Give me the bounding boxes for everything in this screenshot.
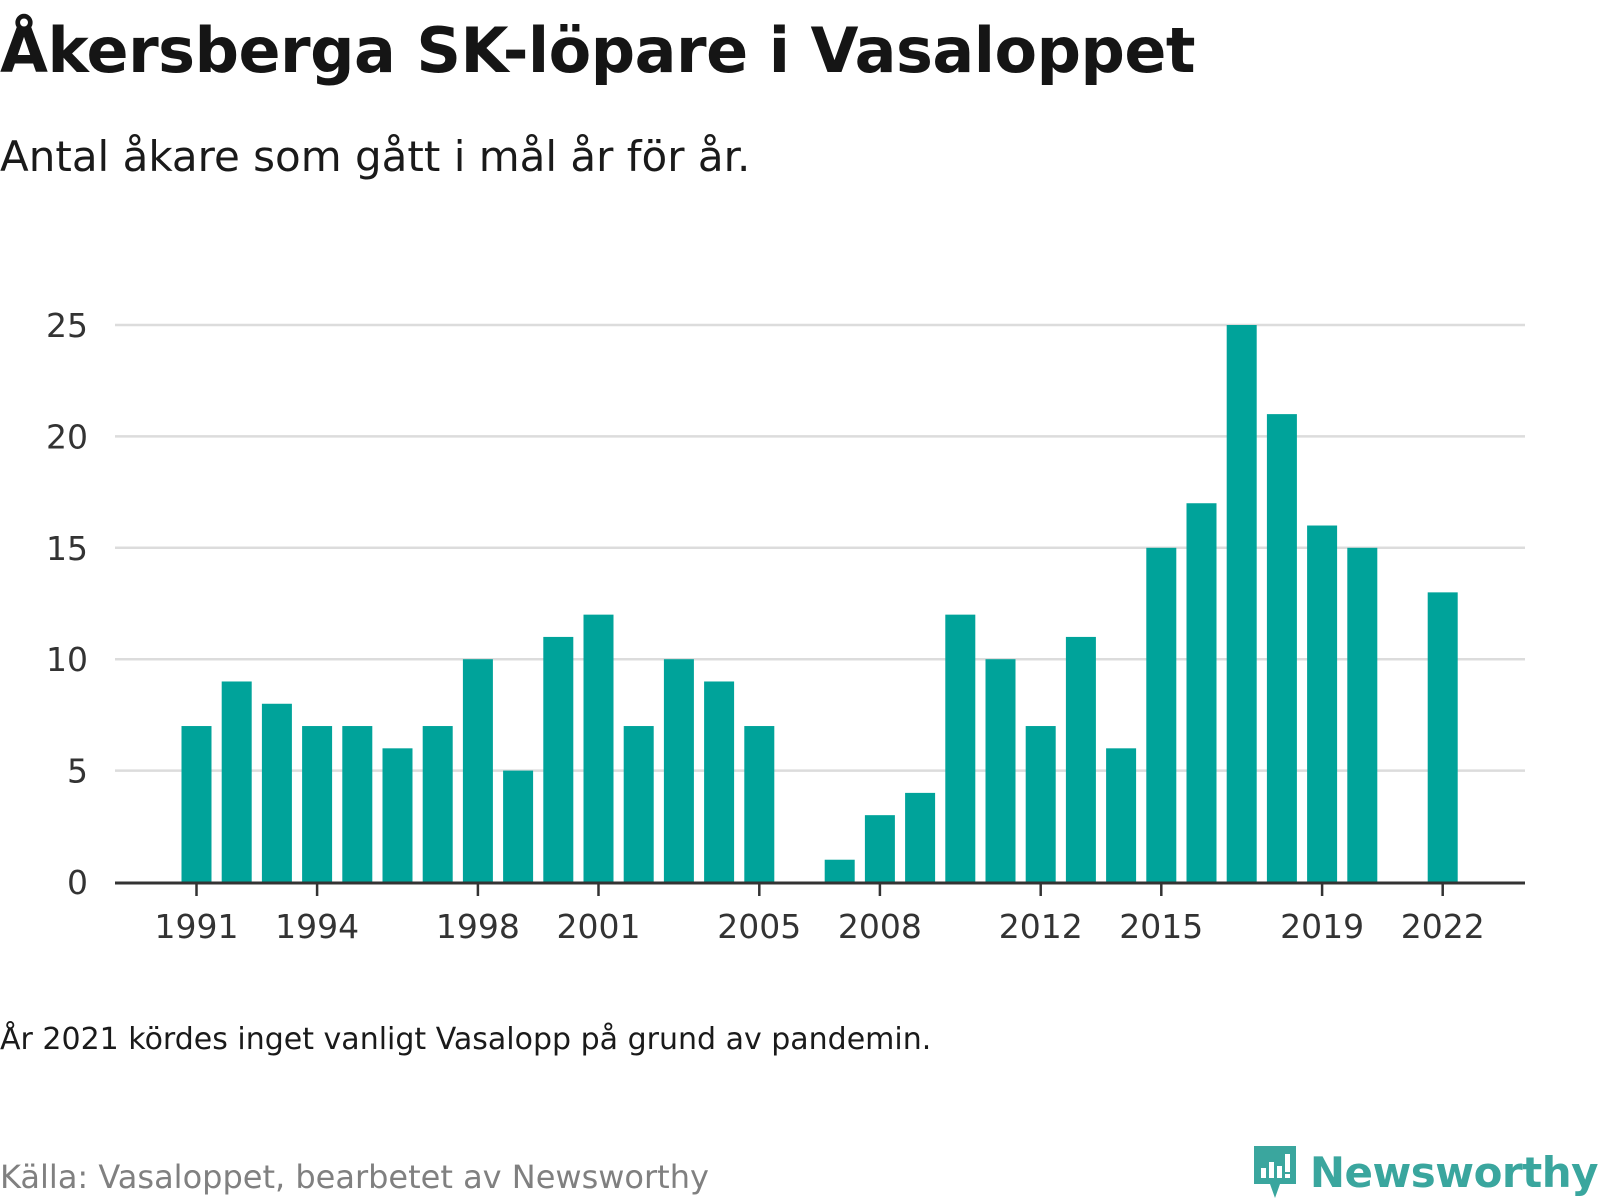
x-tick-label-2015: 2015 bbox=[1119, 907, 1203, 946]
x-tick-label-2001: 2001 bbox=[557, 907, 641, 946]
bar-2011 bbox=[985, 659, 1016, 882]
newsworthy-logo-icon bbox=[1253, 1146, 1296, 1198]
y-tick-label-15: 15 bbox=[46, 529, 88, 568]
x-tick-label-2022: 2022 bbox=[1401, 907, 1485, 946]
y-axis-ticks: 0 5 10 15 20 25 bbox=[46, 306, 88, 902]
y-tick-label-5: 5 bbox=[67, 752, 88, 791]
bar-2001 bbox=[583, 614, 614, 882]
bar-2002 bbox=[623, 726, 654, 882]
bar-2020 bbox=[1347, 547, 1378, 882]
y-tick-label-20: 20 bbox=[46, 417, 88, 456]
bar-2018 bbox=[1266, 414, 1297, 882]
bar-1999 bbox=[503, 770, 534, 882]
x-tick-label-1998: 1998 bbox=[436, 907, 520, 946]
x-tick-label-1994: 1994 bbox=[275, 907, 359, 946]
brand-name: Newsworthy bbox=[1309, 1147, 1599, 1197]
bar-1998 bbox=[462, 659, 493, 882]
x-tick-label-2012: 2012 bbox=[999, 907, 1083, 946]
bar-2003 bbox=[663, 659, 694, 882]
bar-1995 bbox=[342, 726, 373, 882]
x-tick-label-2008: 2008 bbox=[838, 907, 922, 946]
footnote: År 2021 kördes inget vanligt Vasalopp på… bbox=[0, 1022, 932, 1057]
y-tick-label-10: 10 bbox=[46, 640, 88, 679]
chart-title: Åkersberga SK-löpare i Vasaloppet bbox=[0, 14, 1196, 87]
bar-2004 bbox=[704, 681, 735, 882]
bar-2019 bbox=[1307, 525, 1338, 882]
bar-2012 bbox=[1025, 726, 1056, 882]
bar-2008 bbox=[864, 815, 895, 882]
bar-1994 bbox=[302, 726, 333, 882]
bar-1996 bbox=[382, 748, 413, 882]
bar-2005 bbox=[744, 726, 775, 882]
bar-1993 bbox=[261, 703, 292, 882]
bar-1997 bbox=[422, 726, 453, 882]
chart-subtitle: Antal åkare som gått i mål år för år. bbox=[0, 132, 751, 181]
bar-2010 bbox=[945, 614, 976, 882]
y-tick-label-0: 0 bbox=[67, 863, 88, 902]
brand-logo: Newsworthy bbox=[1250, 1142, 1599, 1202]
bar-2022 bbox=[1427, 592, 1458, 882]
bar-2000 bbox=[543, 636, 574, 882]
bar-chart: 0 5 10 15 20 25 1991 1994 1998 2001 2005 2008 2012 2… bbox=[46, 306, 1525, 946]
bar-2009 bbox=[905, 792, 936, 882]
source-credit: Källa: Vasaloppet, bearbetet av Newswort… bbox=[0, 1158, 709, 1196]
bar-2017 bbox=[1226, 325, 1257, 882]
bar-1991 bbox=[181, 726, 212, 882]
bar-2007 bbox=[824, 859, 855, 882]
bar-2016 bbox=[1186, 503, 1217, 882]
x-axis-ticks: 1991 1994 1998 2001 2005 2008 2012 2015 2019 2022 bbox=[155, 884, 1485, 946]
x-tick-label-1991: 1991 bbox=[155, 907, 239, 946]
x-tick-label-2019: 2019 bbox=[1280, 907, 1364, 946]
bar-2014 bbox=[1106, 748, 1137, 882]
bar-2015 bbox=[1146, 547, 1177, 882]
bar-2013 bbox=[1065, 636, 1096, 882]
bar-1992 bbox=[221, 681, 252, 882]
bars bbox=[181, 325, 1458, 882]
y-tick-label-25: 25 bbox=[46, 306, 88, 345]
x-tick-label-2005: 2005 bbox=[717, 907, 801, 946]
